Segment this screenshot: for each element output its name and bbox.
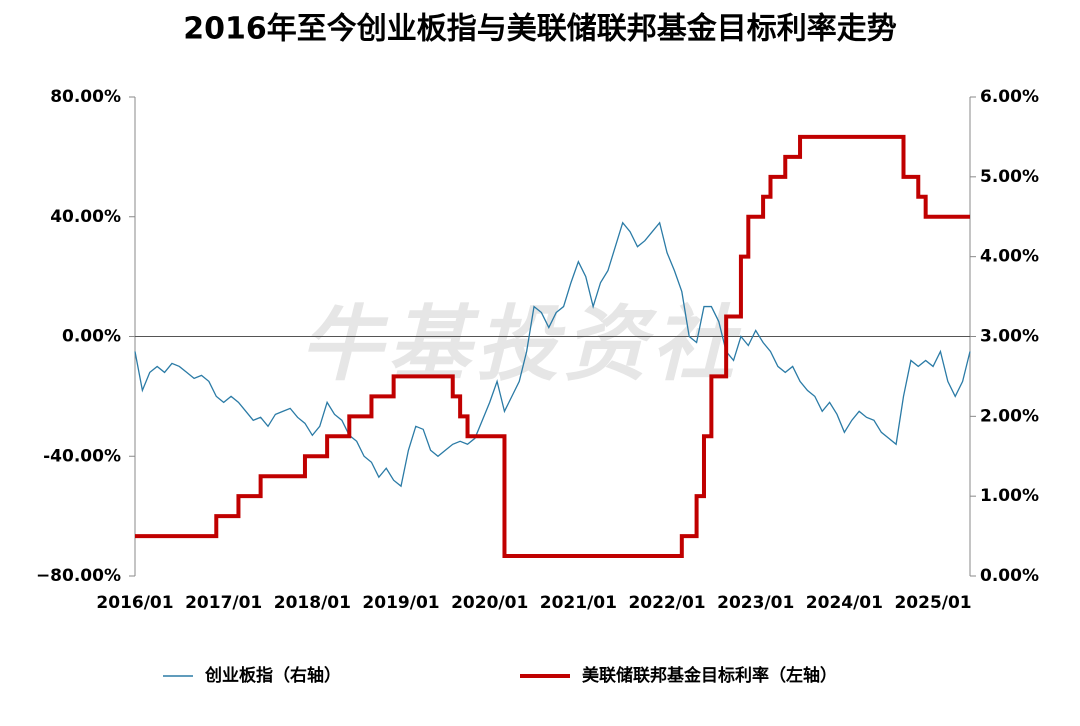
y2-tick-label: 0.00% [980,566,1039,586]
x-tick-label: 2021/01 [540,593,617,613]
y2-tick-label: 6.00% [980,87,1039,107]
y2-tick-label: 4.00% [980,247,1039,267]
x-tick-label: 2018/01 [274,593,351,613]
x-tick-label: 2017/01 [185,593,262,613]
x-tick-label: 2024/01 [806,593,883,613]
x-tick-label: 2023/01 [717,593,794,613]
x-tick-label: 2020/01 [451,593,528,613]
x-tick-label: 2016/01 [96,593,173,613]
y-tick-label: 80.00% [50,87,121,107]
series-line [134,221,971,488]
chart-title: 2016年至今创业板指与美联储联邦基金目标利率走势 [183,12,897,47]
y2-tick-label: 3.00% [980,327,1039,347]
y-tick-label: -40.00% [43,446,121,466]
y-tick-label: 40.00% [50,207,121,227]
watermark: 牛基投资社 [300,297,742,392]
x-tick-label: 2022/01 [628,593,705,613]
x-tick-label: 2025/01 [894,593,971,613]
y2-tick-label: 5.00% [980,167,1039,187]
y-tick-label: −80.00% [36,566,121,586]
y2-tick-label: 2.00% [980,406,1039,426]
x-tick-label: 2019/01 [362,593,439,613]
legend-label: 创业板指（右轴） [204,665,341,686]
y2-tick-label: 1.00% [980,486,1039,506]
legend-label: 美联储联邦基金目标利率（左轴） [582,665,837,686]
series-line [135,134,970,559]
y-tick-label: 0.00% [62,327,121,347]
